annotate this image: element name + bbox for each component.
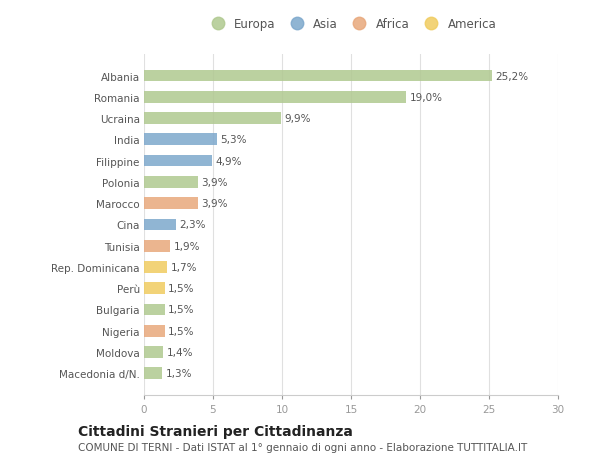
Text: 1,3%: 1,3% <box>166 369 192 379</box>
Text: 9,9%: 9,9% <box>284 114 311 124</box>
Text: 19,0%: 19,0% <box>410 93 443 102</box>
Text: 25,2%: 25,2% <box>495 71 529 81</box>
Bar <box>144 156 212 167</box>
Text: 2,3%: 2,3% <box>179 220 206 230</box>
Text: 4,9%: 4,9% <box>215 156 242 166</box>
Bar <box>144 219 176 231</box>
Bar <box>144 92 406 103</box>
Text: 3,9%: 3,9% <box>201 199 228 209</box>
Bar <box>144 134 217 146</box>
Text: 3,9%: 3,9% <box>201 178 228 187</box>
Text: 1,4%: 1,4% <box>167 347 193 357</box>
Bar <box>144 177 198 188</box>
Text: 1,5%: 1,5% <box>168 326 194 336</box>
Bar <box>144 283 164 294</box>
Text: 1,5%: 1,5% <box>168 305 194 315</box>
Bar <box>144 113 281 125</box>
Text: 1,7%: 1,7% <box>171 263 197 272</box>
Bar <box>144 304 164 316</box>
Bar <box>144 71 492 82</box>
Bar <box>144 368 162 379</box>
Text: Cittadini Stranieri per Cittadinanza: Cittadini Stranieri per Cittadinanza <box>78 425 353 438</box>
Text: 1,5%: 1,5% <box>168 284 194 294</box>
Text: 1,9%: 1,9% <box>173 241 200 251</box>
Bar <box>144 198 198 209</box>
Text: COMUNE DI TERNI - Dati ISTAT al 1° gennaio di ogni anno - Elaborazione TUTTITALI: COMUNE DI TERNI - Dati ISTAT al 1° genna… <box>78 442 527 452</box>
Bar <box>144 347 163 358</box>
Text: 5,3%: 5,3% <box>221 135 247 145</box>
Bar <box>144 325 164 337</box>
Bar <box>144 262 167 273</box>
Bar <box>144 241 170 252</box>
Legend: Europa, Asia, Africa, America: Europa, Asia, Africa, America <box>201 13 501 36</box>
